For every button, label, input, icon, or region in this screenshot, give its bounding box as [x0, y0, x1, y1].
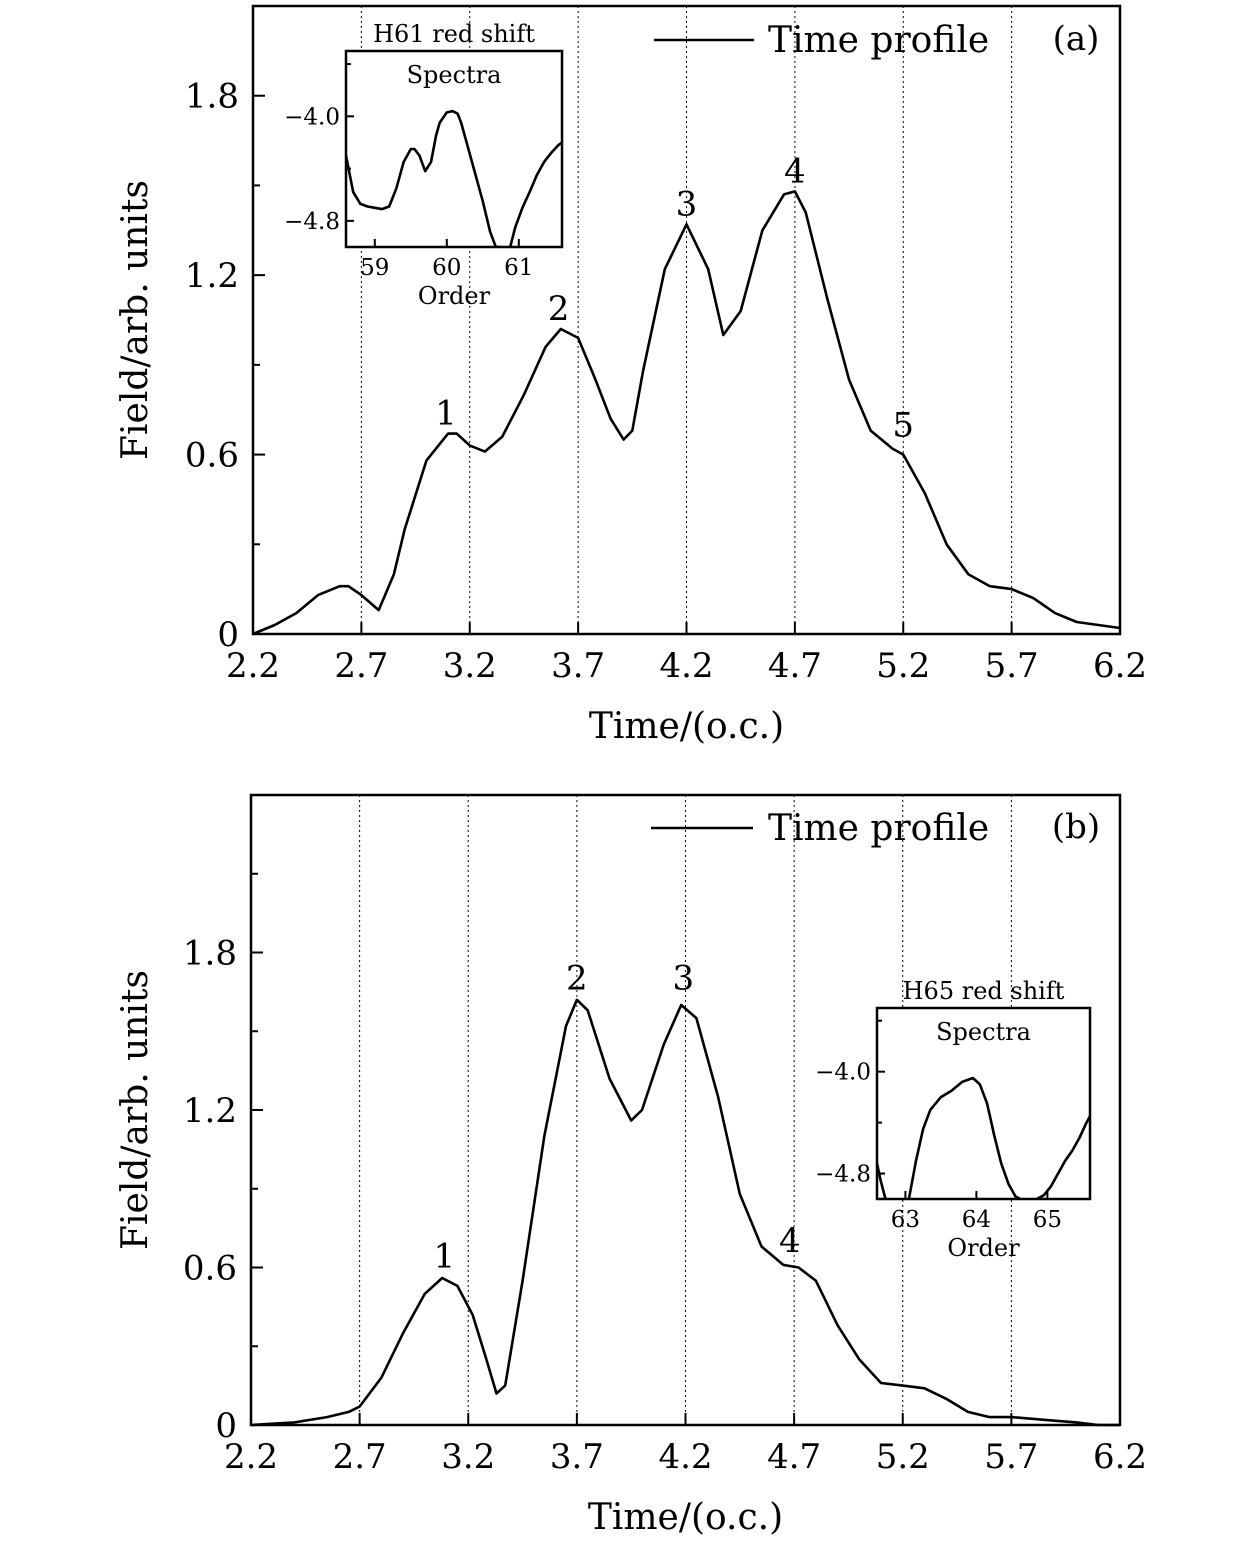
peak-label: 2 — [566, 958, 588, 998]
inset-title: H65 red shift — [903, 977, 1065, 1005]
x-tick-label: 5.7 — [985, 646, 1039, 686]
x-tick-label: 2.7 — [334, 646, 388, 686]
x-tick-label: 6.2 — [1093, 1437, 1147, 1477]
legend-label: Time profile — [768, 808, 989, 849]
peak-label: 4 — [784, 151, 806, 191]
inset-spectrum-line — [508, 141, 562, 247]
time-profile-line — [252, 190, 1121, 636]
panel-a: 2.2 2.7 3.2 3.7 4.2 4.7 5.2 5.7 6.2 0 0.6 1.2 1.8 Tim… — [115, 4, 1147, 747]
inset-spectrum-line — [1036, 1115, 1090, 1199]
inset-y-tick-label: −4.0 — [815, 1060, 871, 1086]
y-axis-title: Field/arb. units — [115, 180, 156, 460]
y-tick-label: 1.8 — [185, 77, 239, 117]
peak-label: 2 — [548, 289, 570, 329]
inset-frame — [344, 49, 564, 249]
time-profile-line — [250, 998, 1120, 1427]
x-tick-label: 2.2 — [226, 646, 280, 686]
inset-x-tick-label: 63 — [891, 1207, 920, 1233]
y-tick-label: 0 — [217, 615, 239, 655]
inset-x-tick-label: 59 — [360, 255, 389, 281]
x-tick-label: 2.2 — [224, 1437, 278, 1477]
x-tick-label: 4.2 — [659, 646, 713, 686]
peak-label: 1 — [435, 394, 457, 434]
inset-x-tick-label: 61 — [504, 255, 533, 281]
x-tick-label: 3.2 — [441, 1437, 495, 1477]
y-tick-label: 0.6 — [185, 436, 239, 476]
inset-chart: 59 60 61 −4.0 −4.8 H61 red shift Spectra Order — [284, 20, 564, 310]
peak-label: 3 — [673, 958, 695, 998]
inset-y-tick-label: −4.0 — [284, 104, 340, 130]
x-tick-label: 3.2 — [443, 646, 497, 686]
x-tick-label: 5.2 — [876, 1437, 930, 1477]
peak-label: 3 — [676, 184, 698, 224]
inset-y-tick-label: −4.8 — [284, 209, 340, 235]
inset-x-axis-title: Order — [947, 1234, 1020, 1262]
x-axis-title: Time/(o.c.) — [589, 706, 784, 747]
inset-x-axis-title: Order — [418, 282, 491, 310]
inset-spectrum-line — [877, 1163, 887, 1199]
peak-label: 1 — [434, 1237, 456, 1277]
x-axis-title: Time/(o.c.) — [588, 1497, 783, 1538]
y-tick-label: 1.2 — [185, 256, 239, 296]
x-tick-label: 6.2 — [1093, 646, 1147, 686]
inset-spectra-label: Spectra — [407, 61, 502, 89]
panel-tag: (b) — [1052, 807, 1100, 847]
legend-label: Time profile — [768, 20, 989, 61]
x-tick-label: 2.7 — [333, 1437, 387, 1477]
peak-label: 4 — [779, 1221, 801, 1261]
x-tick-label: 5.2 — [876, 646, 930, 686]
panel-b: 2.2 2.7 3.2 3.7 4.2 4.7 5.2 5.7 6.2 0 0.6 1.2 1.8 Tim… — [115, 793, 1147, 1538]
inset-spectrum-line — [346, 109, 501, 247]
inset-x-tick-label: 64 — [962, 1207, 991, 1233]
x-tick-label: 3.7 — [550, 1437, 604, 1477]
inset-x-tick-label: 60 — [432, 255, 461, 281]
x-tick-label: 4.2 — [658, 1437, 712, 1477]
x-tick-label: 4.7 — [767, 1437, 821, 1477]
y-tick-label: 0 — [215, 1406, 237, 1446]
inset-title: H61 red shift — [373, 20, 535, 48]
y-axis-title: Field/arb. units — [115, 970, 156, 1250]
x-tick-label: 4.7 — [768, 646, 822, 686]
inset-frame — [875, 1006, 1092, 1201]
x-tick-label: 5.7 — [984, 1437, 1038, 1477]
inset-x-tick-label: 65 — [1033, 1207, 1062, 1233]
inset-y-tick-label: −4.8 — [815, 1162, 871, 1188]
y-tick-label: 0.6 — [183, 1249, 237, 1289]
inset-spectra-label: Spectra — [936, 1018, 1031, 1046]
peak-label: 5 — [892, 406, 914, 446]
y-tick-label: 1.2 — [183, 1091, 237, 1131]
y-tick-label: 1.8 — [183, 934, 237, 974]
inset-chart: 63 64 65 −4.0 −4.8 H65 red shift Spectra Order — [815, 977, 1092, 1262]
x-tick-label: 3.7 — [551, 646, 605, 686]
inset-spectrum-line — [907, 1076, 1021, 1199]
panel-tag: (a) — [1053, 19, 1100, 59]
